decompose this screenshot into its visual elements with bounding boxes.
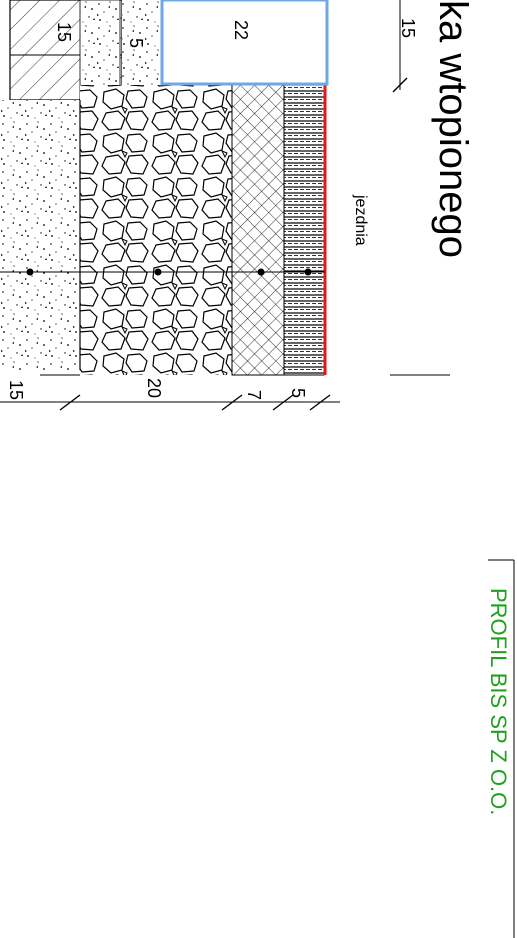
concrete-gap bbox=[122, 0, 160, 95]
concrete-haunch bbox=[79, 0, 121, 101]
curb-outline bbox=[160, 0, 329, 86]
axis-point bbox=[26, 268, 34, 276]
dim-curb-width: 22 bbox=[231, 20, 251, 40]
crushed-stone-layer bbox=[80, 85, 232, 375]
dim-layer-sand: 15 bbox=[6, 380, 26, 400]
road-label: jezdnia bbox=[352, 194, 369, 246]
asphalt-layer bbox=[283, 84, 325, 376]
dim-curb-inner: 15 bbox=[54, 22, 74, 42]
dim-layer-base: 7 bbox=[244, 390, 264, 400]
axis-point bbox=[257, 268, 265, 276]
dim-curb-top: 15 bbox=[398, 18, 418, 38]
sand-layer bbox=[0, 100, 80, 370]
drawing-title: ka wtopionego bbox=[431, 0, 475, 258]
dim-layer-stone: 20 bbox=[144, 378, 164, 398]
axis-point bbox=[304, 268, 312, 276]
base-layer bbox=[231, 84, 285, 376]
dim-layer-asphalt: 5 bbox=[288, 388, 308, 398]
profile-label: PROFIL BIS SP Z O.O. bbox=[486, 588, 511, 815]
axis-point bbox=[154, 268, 162, 276]
dim-curb-gap: 5 bbox=[126, 38, 146, 48]
